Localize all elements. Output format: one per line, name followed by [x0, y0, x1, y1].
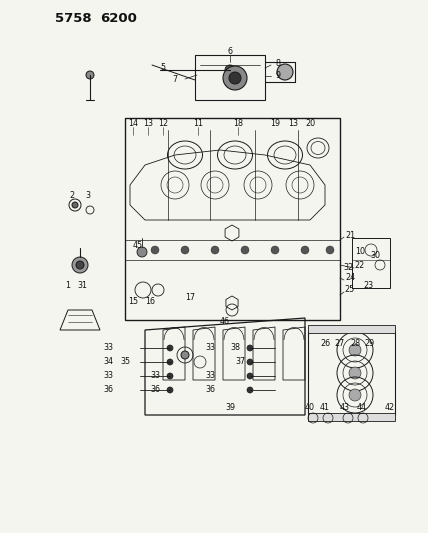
Circle shape	[137, 247, 147, 257]
Text: 26: 26	[320, 338, 330, 348]
Text: 36: 36	[205, 385, 215, 394]
Circle shape	[181, 246, 189, 254]
Text: 34: 34	[103, 358, 113, 367]
Text: 42: 42	[385, 403, 395, 413]
Text: 33: 33	[205, 372, 215, 381]
Text: 5: 5	[160, 63, 166, 72]
Text: 5758: 5758	[55, 12, 92, 25]
Text: 14: 14	[128, 118, 138, 127]
Text: 24: 24	[345, 273, 355, 282]
Text: 7: 7	[172, 76, 178, 85]
Text: 37: 37	[235, 358, 245, 367]
Circle shape	[326, 246, 334, 254]
Text: 43: 43	[340, 403, 350, 413]
Text: 9: 9	[276, 70, 281, 79]
Bar	[352, 238, 390, 288]
Circle shape	[167, 373, 173, 379]
Circle shape	[271, 246, 279, 254]
Circle shape	[167, 387, 173, 393]
Text: 32: 32	[343, 263, 353, 272]
Text: 40: 40	[305, 403, 315, 413]
Text: 41: 41	[320, 403, 330, 413]
Circle shape	[72, 257, 88, 273]
Circle shape	[277, 64, 293, 80]
Circle shape	[76, 261, 84, 269]
Circle shape	[241, 246, 249, 254]
Text: 13: 13	[288, 118, 298, 127]
Circle shape	[86, 71, 94, 79]
Bar	[308, 413, 395, 421]
Text: 6: 6	[228, 47, 232, 56]
Text: 8: 8	[276, 60, 280, 69]
Text: 2: 2	[69, 190, 74, 199]
Circle shape	[229, 72, 241, 84]
Text: 35: 35	[120, 358, 130, 367]
Circle shape	[247, 359, 253, 365]
Text: 33: 33	[103, 343, 113, 352]
Text: 19: 19	[270, 118, 280, 127]
Circle shape	[349, 344, 361, 356]
Text: 25: 25	[345, 286, 355, 295]
Text: 6200: 6200	[100, 12, 137, 25]
Text: 38: 38	[230, 343, 240, 352]
Text: 18: 18	[233, 118, 243, 127]
Text: 3: 3	[86, 190, 90, 199]
Text: 21: 21	[345, 230, 355, 239]
Text: 46: 46	[220, 318, 230, 327]
Text: 36: 36	[103, 385, 113, 394]
Circle shape	[211, 246, 219, 254]
Text: 10: 10	[355, 247, 365, 256]
Text: 39: 39	[225, 403, 235, 413]
Text: 29: 29	[365, 338, 375, 348]
Circle shape	[247, 345, 253, 351]
Circle shape	[247, 387, 253, 393]
Text: 31: 31	[77, 280, 87, 289]
Circle shape	[167, 359, 173, 365]
Text: 11: 11	[193, 118, 203, 127]
Circle shape	[223, 66, 247, 90]
Text: 36: 36	[150, 385, 160, 394]
Text: 33: 33	[103, 372, 113, 381]
Circle shape	[349, 367, 361, 379]
Text: 45: 45	[133, 240, 143, 249]
Circle shape	[349, 389, 361, 401]
Text: 27: 27	[335, 338, 345, 348]
Circle shape	[167, 345, 173, 351]
Text: 1: 1	[65, 280, 71, 289]
Text: 33: 33	[150, 372, 160, 381]
Circle shape	[72, 202, 78, 208]
Bar	[308, 325, 395, 333]
Text: 15: 15	[128, 297, 138, 306]
Text: 23: 23	[363, 280, 373, 289]
Bar	[195, 55, 265, 100]
Text: 20: 20	[305, 118, 315, 127]
Text: 30: 30	[370, 251, 380, 260]
Text: 16: 16	[145, 297, 155, 306]
Circle shape	[225, 65, 235, 75]
Text: 12: 12	[158, 118, 168, 127]
Text: 33: 33	[205, 343, 215, 352]
Circle shape	[301, 246, 309, 254]
Circle shape	[247, 373, 253, 379]
Text: 44: 44	[357, 403, 367, 413]
Circle shape	[151, 246, 159, 254]
Text: 28: 28	[350, 338, 360, 348]
Text: 22: 22	[355, 261, 365, 270]
Text: 13: 13	[143, 118, 153, 127]
Text: 17: 17	[185, 294, 195, 303]
Circle shape	[181, 351, 189, 359]
